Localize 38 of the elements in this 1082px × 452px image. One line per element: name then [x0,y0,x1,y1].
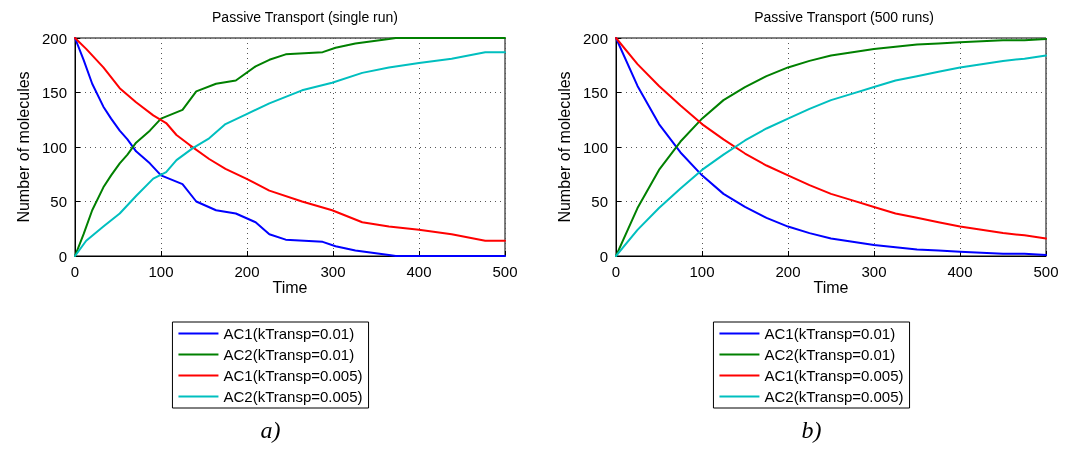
y-tick-label: 150 [582,84,608,101]
y-tick-label: 50 [50,193,67,210]
legend-label: AC2(kTransp=0.005) [223,388,363,405]
x-tick-label: 100 [689,263,715,280]
legend-label: AC2(kTransp=0.01) [223,346,355,363]
x-tick-label: 0 [70,263,80,280]
legend-label: AC2(kTransp=0.005) [764,388,904,405]
legend-label: AC1(kTransp=0.005) [223,367,363,384]
text: a) [260,417,281,443]
x-tick-label: 200 [234,263,260,280]
y-tick-label: 0 [599,247,608,265]
y-tick-label: 200 [41,29,67,47]
x-axis-title: Time [813,279,849,297]
chart-title: Passive Transport (500 runs) [754,9,934,25]
x-tick-label: 400 [947,263,973,280]
x-tick-label: 0 [611,263,621,280]
y-tick-label: 200 [582,29,608,47]
x-tick-label: 300 [320,263,346,280]
y-axis-title: Number of molecules [14,71,32,223]
y-tick-label: 0 [58,247,67,265]
text: b) [801,417,822,443]
legend-label: AC1(kTransp=0.01) [223,325,355,342]
y-tick-label: 150 [41,84,67,101]
y-tick-label: 100 [41,138,67,156]
legend-label: AC1(kTransp=0.01) [764,325,896,342]
y-tick-label: 100 [582,138,608,156]
x-tick-label: 400 [406,263,432,280]
legend-label: AC1(kTransp=0.005) [764,367,904,384]
legend-label: AC2(kTransp=0.01) [764,346,896,363]
x-tick-label: 100 [148,263,174,280]
x-tick-label: 500 [1033,263,1059,280]
x-axis-title: Time [272,279,308,297]
y-axis-title: Number of molecules [555,71,573,223]
chart-title: Passive Transport (single run) [212,9,398,25]
y-tick-label: 50 [591,193,608,210]
x-tick-label: 200 [775,263,801,280]
x-tick-label: 300 [861,263,887,280]
x-tick-label: 500 [492,263,518,280]
